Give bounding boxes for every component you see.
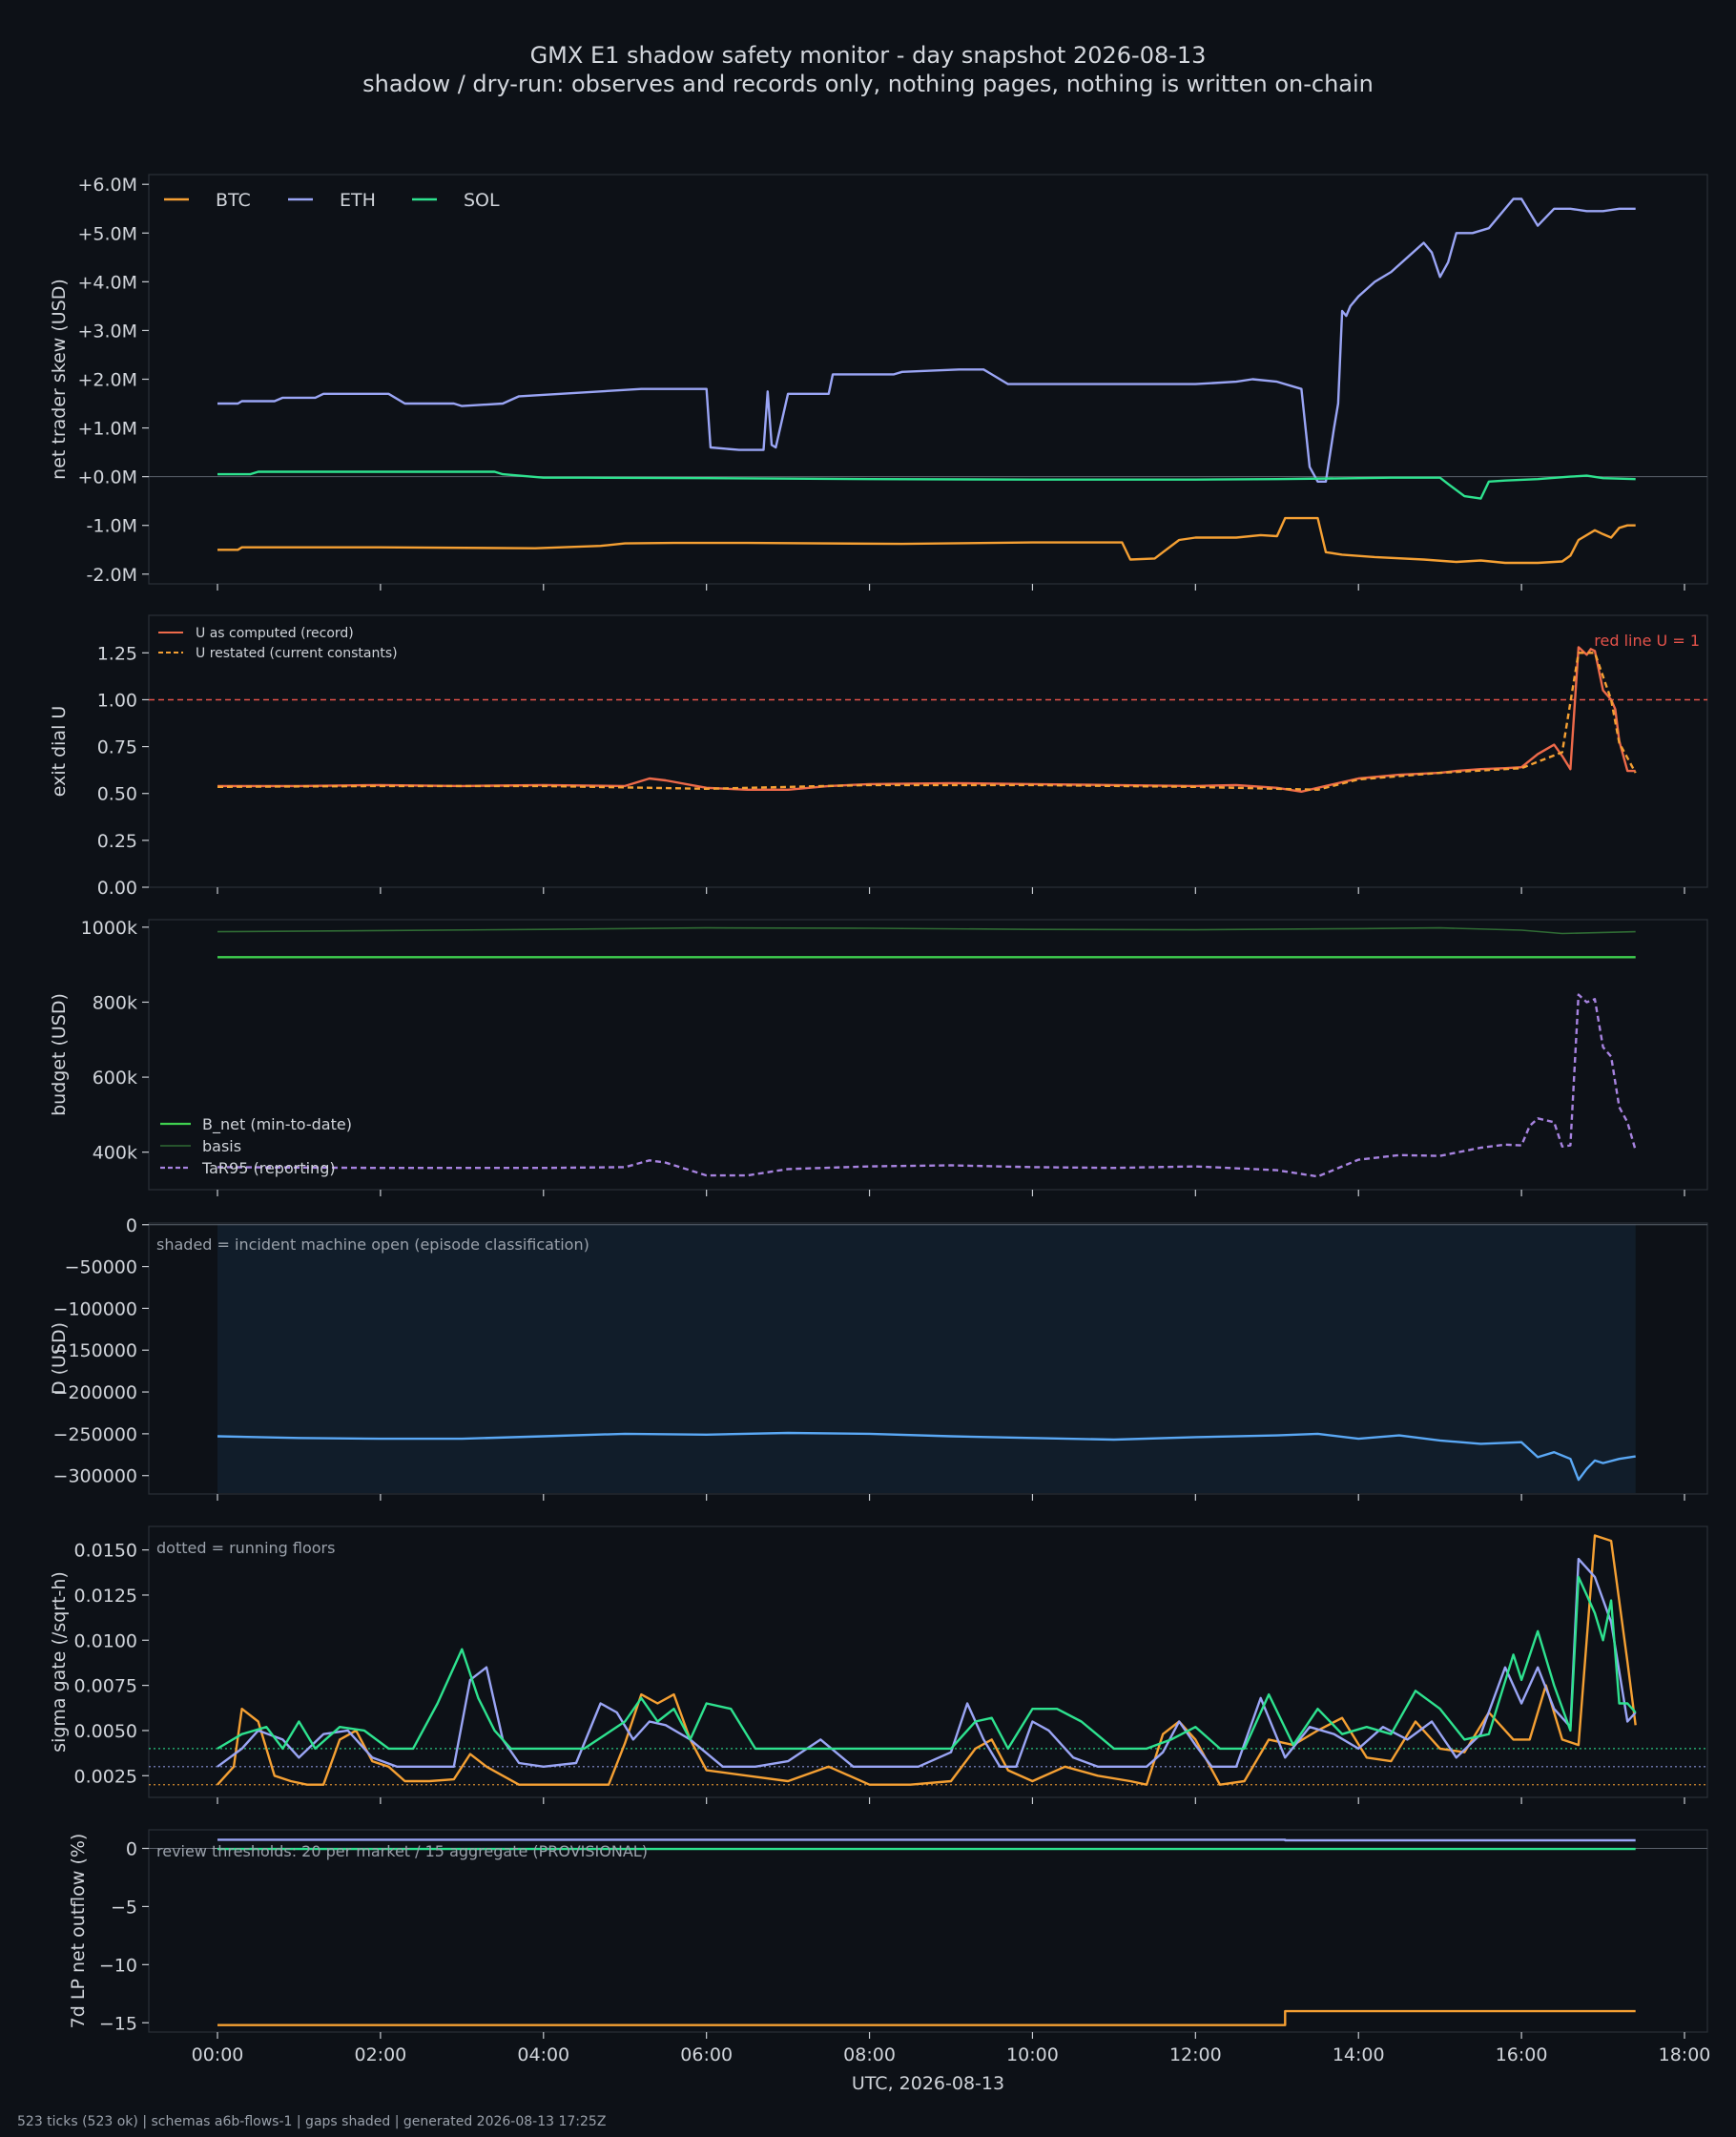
y-tick-label: +2.0M <box>77 370 137 391</box>
y-tick-label: 1.25 <box>97 643 137 664</box>
series-line-eth <box>217 1557 1637 1769</box>
y-axis-label: D (USD) <box>49 1322 70 1395</box>
y-tick-label: −200000 <box>53 1382 137 1403</box>
panel-annotation: dotted = running floors <box>156 1539 335 1557</box>
series-line-d <box>217 1431 1636 1482</box>
y-tick-label: 0.00 <box>97 878 137 899</box>
y-tick-label: −5 <box>111 1897 137 1918</box>
figure-title: GMX E1 shadow safety monitor - day snaps… <box>530 42 1207 69</box>
legend-label-b-net-min-to-date: B_net (min-to-date) <box>202 1115 352 1134</box>
y-tick-label: 0.0150 <box>74 1541 137 1562</box>
y-axis-label: net trader skew (USD) <box>49 279 70 480</box>
x-tick-label: 02:00 <box>355 2044 407 2065</box>
series-line-sol <box>217 1575 1637 1751</box>
y-axis-label: sigma gate (/sqrt-h) <box>49 1571 70 1753</box>
series-line-btc <box>217 516 1636 565</box>
legend-label-u-as-computed-record: U as computed (record) <box>196 626 354 641</box>
panel-6: 0 −5 −10 −15 7d LP net outflow (%) review thr… <box>68 1829 1711 2094</box>
legend-label-btc: BTC <box>216 190 251 211</box>
y-tick-label: 0.0075 <box>74 1676 137 1697</box>
series-line-eth <box>217 197 1636 483</box>
x-tick-label: 06:00 <box>680 2044 733 2065</box>
x-tick-label: 14:00 <box>1333 2044 1385 2065</box>
x-tick-label: 04:00 <box>517 2044 569 2065</box>
panel-frame <box>148 919 1708 1191</box>
y-tick-label: +5.0M <box>77 223 137 244</box>
y-tick-label: +6.0M <box>77 175 137 196</box>
x-tick-label: 12:00 <box>1169 2044 1222 2065</box>
y-tick-label: −10 <box>99 1955 137 1976</box>
y-tick-label: 0 <box>126 1215 137 1236</box>
series-line-btc <box>217 2009 1636 2026</box>
y-tick-label: 0.75 <box>97 737 137 758</box>
panel-4: 0 −50000 −100000 −150000 −200000 −250000 −3000… <box>49 1215 1708 1501</box>
series-line-u-as-computed-record <box>217 646 1636 793</box>
series-line-u-restated-current-constants <box>217 652 1637 791</box>
y-tick-label: 0.25 <box>97 831 137 852</box>
y-axis-label: budget (USD) <box>49 993 70 1116</box>
incident-shade <box>217 1224 1636 1493</box>
series-line-btc <box>217 1534 1637 1786</box>
y-tick-label: +4.0M <box>77 272 137 293</box>
x-tick-label: 10:00 <box>1006 2044 1059 2065</box>
figure-subtitle: shadow / dry-run: observes and records o… <box>362 71 1374 97</box>
y-tick-label: 0.0100 <box>74 1630 137 1651</box>
x-axis-label: UTC, 2026-08-13 <box>852 2073 1004 2094</box>
panel-3: 400k 600k 800k 1000k budget (USD) B_net (min-… <box>49 918 1708 1196</box>
y-tick-label: 400k <box>93 1143 137 1164</box>
legend-label-sol: SOL <box>464 190 500 211</box>
y-tick-label: +1.0M <box>77 419 137 440</box>
y-tick-label: 0.0050 <box>74 1721 137 1742</box>
y-tick-label: 1.00 <box>97 690 137 711</box>
x-tick-label: 00:00 <box>192 2044 244 2065</box>
x-tick-label: 16:00 <box>1496 2044 1548 2065</box>
series-line-eth <box>217 1838 1636 1842</box>
y-tick-label: −250000 <box>53 1424 137 1445</box>
y-tick-label: −300000 <box>53 1466 137 1487</box>
y-tick-label: −150000 <box>53 1340 137 1361</box>
y-tick-label: 0.50 <box>97 784 137 805</box>
y-axis-label: exit dial U <box>49 706 70 798</box>
y-tick-label: 1000k <box>81 918 137 939</box>
y-tick-label: +3.0M <box>77 321 137 342</box>
x-tick-label: 18:00 <box>1659 2044 1711 2065</box>
legend-label-tar95-reporting: TaR95 (reporting) <box>201 1159 336 1177</box>
series-line-tar95-reporting <box>217 993 1637 1178</box>
panel-frame <box>148 614 1708 888</box>
panel-1: +6.0M +5.0M +4.0M +3.0M +2.0M +1.0M +0.0M -1.0M… <box>49 174 1708 591</box>
panel-frame <box>148 1525 1708 1798</box>
y-tick-label: -2.0M <box>87 565 137 586</box>
y-tick-label: −15 <box>99 2013 137 2034</box>
y-axis-label: 7d LP net outflow (%) <box>68 1834 89 2029</box>
legend-label-eth: ETH <box>340 190 376 211</box>
y-tick-label: -1.0M <box>87 516 137 537</box>
y-tick-label: −100000 <box>53 1298 137 1319</box>
panel-annotation: shaded = incident machine open (episode … <box>156 1235 589 1254</box>
y-tick-label: 600k <box>93 1068 137 1089</box>
panel-2: 0.00 0.25 0.50 0.75 1.00 1.25 exit dial U U as … <box>49 614 1708 899</box>
y-tick-label: −50000 <box>65 1257 137 1278</box>
series-line-sol <box>217 470 1636 500</box>
panel-5: 0.0025 0.0050 0.0075 0.0100 0.0125 0.0150sigm… <box>49 1525 1708 1804</box>
y-tick-label: 0.0025 <box>74 1766 137 1787</box>
y-tick-label: 0.0125 <box>74 1586 137 1607</box>
legend-label-basis: basis <box>202 1137 241 1155</box>
panel-frame <box>148 174 1708 585</box>
panels: +6.0M +5.0M +4.0M +3.0M +2.0M +1.0M +0.0M -1.0M… <box>49 174 1711 2094</box>
series-line-basis <box>217 926 1636 935</box>
footer-status: 523 ticks (523 ok) | schemas a6b-flows-1… <box>17 2114 606 2129</box>
panel-annotation: review thresholds: 20 per market / 15 ag… <box>156 1842 648 1860</box>
legend-label-u-restated-current-constants: U restated (current constants) <box>196 646 398 661</box>
red-line-annotation: red line U = 1 <box>1594 632 1700 650</box>
y-tick-label: +0.0M <box>77 467 137 488</box>
y-tick-label: 0 <box>126 1838 137 1859</box>
x-tick-label: 08:00 <box>843 2044 896 2065</box>
y-tick-label: 800k <box>93 992 137 1013</box>
panel-frame <box>148 1829 1708 2033</box>
